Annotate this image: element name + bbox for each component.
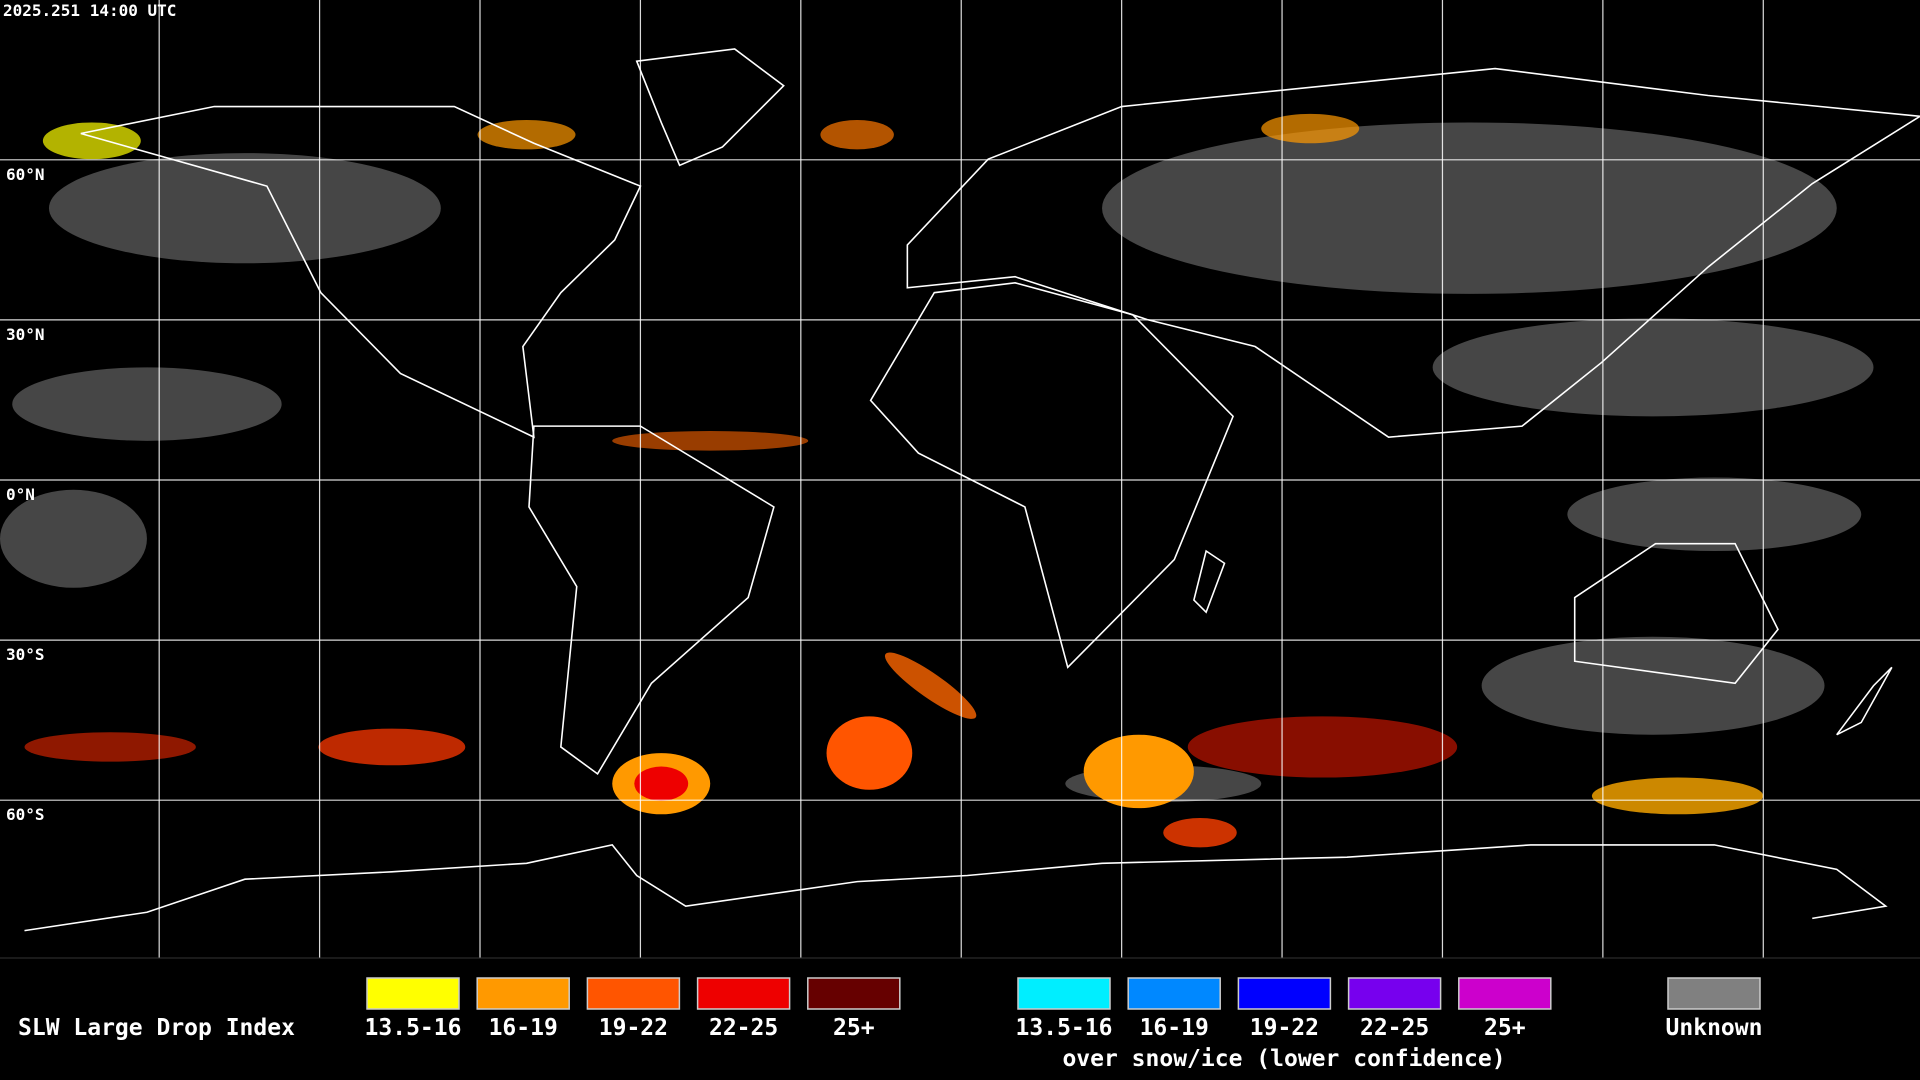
legend-swatch xyxy=(1458,977,1552,1010)
legend-swatch xyxy=(1237,977,1332,1010)
legend-label: 16-19 xyxy=(489,1015,558,1041)
legend-caption: over snow/ice (lower confidence) xyxy=(1062,1046,1505,1072)
coastline xyxy=(1573,542,1779,685)
latitude-label: 30°S xyxy=(6,645,45,664)
latitude-label: 30°N xyxy=(6,325,45,344)
legend-title: SLW Large Drop Index xyxy=(18,1015,295,1041)
coastline xyxy=(1836,666,1893,736)
coastline xyxy=(906,67,1920,438)
legend-label: 13.5-16 xyxy=(365,1015,462,1041)
latitude-label: 60°S xyxy=(6,805,45,824)
legend-swatch xyxy=(807,977,901,1010)
coastline xyxy=(24,844,1888,932)
legend-swatch xyxy=(1347,977,1442,1010)
legend-label: Unknown xyxy=(1666,1015,1763,1041)
legend-label: 25+ xyxy=(833,1015,875,1041)
legend-swatch xyxy=(696,977,791,1010)
legend-swatch xyxy=(1127,977,1221,1010)
legend-label: 22-25 xyxy=(709,1015,778,1041)
latitude-label: 0°N xyxy=(6,485,35,504)
legend-label: 16-19 xyxy=(1140,1015,1209,1041)
coastline xyxy=(80,105,642,439)
map xyxy=(0,0,1920,958)
timestamp: 2025.251 14:00 UTC xyxy=(3,1,176,20)
legend-label: 22-25 xyxy=(1360,1015,1429,1041)
legend-swatch xyxy=(366,977,460,1010)
legend-label: 19-22 xyxy=(599,1015,668,1041)
coastline xyxy=(528,425,775,776)
legend-swatch xyxy=(1667,977,1761,1010)
legend-swatch xyxy=(1017,977,1111,1010)
latitude-label: 60°N xyxy=(6,165,45,184)
drop-index-cloud xyxy=(24,113,1764,848)
unknown-cloud xyxy=(0,122,1874,803)
coastline xyxy=(1193,549,1226,614)
legend-label: 13.5-16 xyxy=(1016,1015,1113,1041)
legend-swatch xyxy=(476,977,570,1010)
legend-swatch xyxy=(586,977,681,1010)
coastline xyxy=(635,48,785,167)
legend-label: 25+ xyxy=(1484,1015,1526,1041)
legend-label: 19-22 xyxy=(1250,1015,1319,1041)
